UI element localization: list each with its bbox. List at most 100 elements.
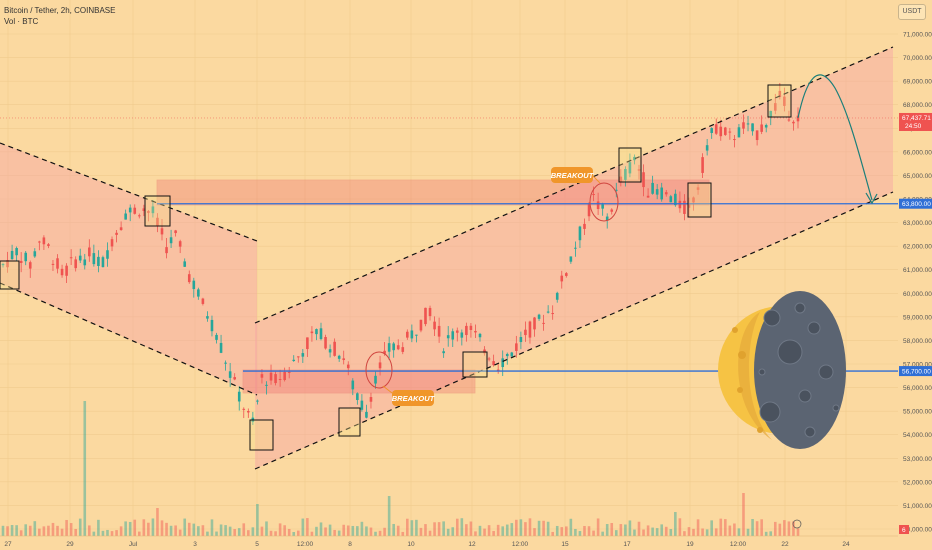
candle — [169, 237, 173, 244]
candle — [256, 400, 259, 402]
candle — [442, 351, 445, 354]
volume-bar — [605, 524, 609, 536]
candle — [106, 250, 109, 259]
volume-bar — [369, 527, 373, 536]
volume-bar — [787, 521, 791, 536]
candle — [401, 347, 405, 352]
time-tick-label: 12:00 — [512, 541, 529, 548]
volume-bar — [147, 522, 150, 536]
candle — [88, 247, 91, 257]
moon-crater — [832, 404, 840, 412]
volume-bar — [247, 530, 250, 536]
candle — [487, 358, 491, 360]
volume-bar — [537, 520, 541, 536]
volume-legend[interactable]: Vol · BTC — [4, 17, 39, 26]
volume-bar — [292, 531, 296, 536]
highlight-box — [144, 195, 171, 227]
candle — [151, 206, 155, 214]
highlight-box — [618, 147, 642, 183]
candle — [642, 172, 645, 188]
candle — [378, 362, 382, 369]
candle — [605, 216, 609, 221]
symbol-title[interactable]: Bitcoin / Tether, 2h, COINBASE — [4, 6, 116, 15]
highlight-box — [0, 260, 20, 290]
candle — [192, 280, 196, 290]
volume-bar — [773, 521, 777, 536]
candle — [110, 239, 114, 247]
candle — [714, 124, 718, 134]
candle — [65, 265, 68, 276]
time-tick-label: 12:00 — [730, 541, 747, 548]
volume-bar — [342, 524, 346, 536]
candle — [769, 110, 773, 117]
price-tick-label: 59,000.00 — [903, 314, 932, 321]
grid — [0, 0, 898, 536]
candle — [646, 195, 650, 198]
candle — [406, 331, 409, 338]
candle — [83, 259, 87, 266]
volume-bar — [374, 531, 377, 536]
volume-bar — [97, 519, 100, 536]
time-tick-label: 5 — [255, 541, 259, 548]
volume-bar — [6, 526, 9, 536]
down-channel-zone — [0, 143, 257, 395]
volume-bar — [433, 522, 436, 536]
volume-bar — [74, 528, 77, 536]
volume-bar — [346, 525, 350, 536]
volume-bar — [492, 531, 495, 536]
price-tick-label: 71,000.00 — [903, 32, 932, 39]
volume-bar — [15, 525, 18, 536]
volume-bar — [233, 529, 236, 536]
candle — [206, 316, 209, 319]
volume-bar — [88, 525, 91, 536]
candle — [533, 317, 536, 330]
volume-bar — [637, 521, 641, 536]
candle — [42, 237, 46, 245]
time-tick-label: 19 — [686, 541, 694, 548]
volume-bar — [769, 531, 773, 536]
candle — [78, 255, 82, 261]
volume-bar — [360, 521, 364, 536]
candle — [1, 263, 5, 266]
volume-bar — [124, 521, 127, 536]
currency-button[interactable]: USDT — [898, 4, 926, 20]
candle — [505, 353, 509, 357]
candle — [637, 169, 641, 171]
volume-bar — [524, 522, 527, 536]
breakout-circle — [365, 351, 393, 389]
volume-bar — [306, 518, 309, 536]
volume-bar — [301, 518, 305, 536]
candle — [773, 103, 777, 111]
volume-bar — [560, 527, 564, 536]
volume-bar — [487, 525, 491, 536]
candle — [233, 377, 236, 380]
volume-bar — [133, 519, 137, 536]
volume-bar — [746, 528, 750, 536]
volume-bar — [587, 526, 591, 536]
price-tick-label: 68,000.00 — [903, 102, 932, 109]
volume-bar — [351, 525, 355, 536]
volume-bar — [719, 518, 723, 536]
candle — [565, 273, 568, 276]
level-badge-label: 56,700.00 — [902, 369, 931, 376]
candle — [528, 321, 532, 338]
candle — [478, 333, 482, 338]
candle — [319, 328, 323, 340]
candle — [728, 131, 732, 133]
volume-bar — [601, 531, 604, 536]
candle — [764, 125, 768, 128]
volume-bar — [474, 531, 477, 536]
highlight-box — [767, 84, 792, 118]
candle — [687, 204, 691, 208]
moon-spot — [737, 387, 743, 393]
candle — [147, 211, 150, 213]
price-tick-label: 65,000.00 — [903, 173, 932, 180]
price-tick-label: 51,000.00 — [903, 503, 932, 510]
volume-bar — [455, 518, 459, 536]
volume-bar — [696, 519, 700, 536]
volume-bar — [115, 530, 118, 536]
moon-crater — [804, 426, 816, 438]
candle — [592, 194, 595, 196]
candle — [101, 257, 105, 268]
volume-bar — [460, 518, 464, 536]
